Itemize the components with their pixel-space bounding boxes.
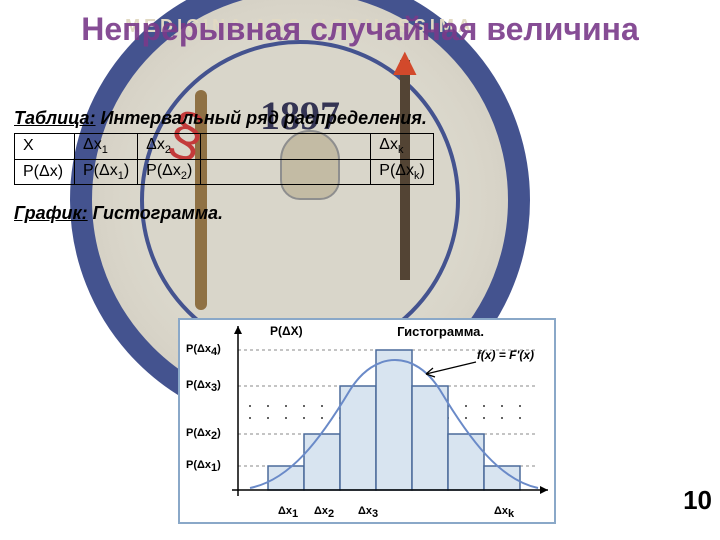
table-label-rest: Интервальный ряд распределения. (96, 108, 427, 128)
table-cell: P(Δx) (15, 159, 75, 184)
histogram-xtick-label: Δx2 (314, 505, 334, 520)
table-cell: P(Δxk) (371, 159, 434, 184)
histogram-chart: Гистограмма. Р(ΔХ) f(x) = F'(x) P(Δx4)P(… (178, 318, 556, 524)
table-row: P(Δx) P(Δx1) P(Δx2) P(Δxk) (15, 159, 434, 184)
histogram-ytick-label: P(Δx1) (186, 459, 221, 474)
histogram-ytick-label: P(Δx4) (186, 343, 221, 358)
chart-label-underlined: График: (14, 203, 88, 223)
table-row: X Δx1 Δx2 Δxk (15, 134, 434, 159)
chart-label-rest: Гистограмма. (88, 203, 223, 223)
slide-title: Непрерывная случайная величина (0, 0, 720, 48)
table-cell (201, 159, 371, 184)
table-cell (201, 134, 371, 159)
table-cell: Δx2 (138, 134, 201, 159)
table-cell: Δxk (371, 134, 434, 159)
table-cell: Δx1 (75, 134, 138, 159)
table-label-underlined: Таблица: (14, 108, 96, 128)
page-number: 10 (683, 485, 712, 516)
distribution-table: X Δx1 Δx2 Δxk P(Δx) P(Δx1) P(Δx2) P(Δxk) (14, 133, 434, 184)
histogram-svg (180, 320, 558, 526)
table-cell: P(Δx1) (75, 159, 138, 184)
table-cell: P(Δx2) (138, 159, 201, 184)
chart-section-label: График: Гистограмма. (14, 203, 720, 224)
histogram-ytick-label: P(Δx2) (186, 427, 221, 442)
histogram-xtick-label: Δxk (494, 505, 514, 520)
table-cell: X (15, 134, 75, 159)
histogram-ytick-label: P(Δx3) (186, 379, 221, 394)
histogram-xtick-label: Δx3 (358, 505, 378, 520)
histogram-xtick-label: Δx1 (278, 505, 298, 520)
table-section-label: Таблица: Интервальный ряд распределения. (14, 108, 720, 129)
slide-content: Непрерывная случайная величина Таблица: … (0, 0, 720, 540)
